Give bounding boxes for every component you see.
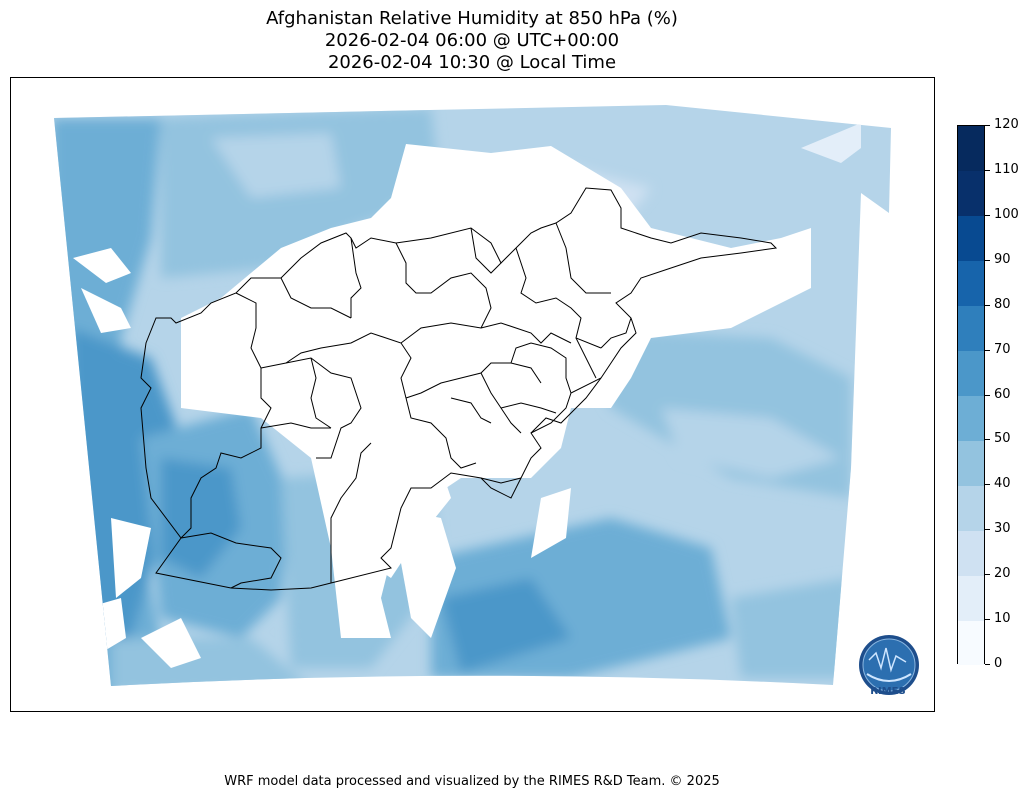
rimes-logo-label: RIMES: [855, 632, 921, 702]
colorbar-segment: [958, 170, 984, 217]
colorbar-segment: [958, 350, 984, 396]
colorbar-tick-label: 60: [994, 387, 1011, 402]
colorbar-tick-label: 20: [994, 566, 1011, 581]
colorbar-tick-label: 120: [994, 117, 1019, 132]
colorbar-segment: [958, 260, 984, 307]
colorbar-segment: [958, 126, 984, 172]
map-panel: [10, 77, 935, 712]
humidity-map: [54, 105, 919, 695]
colorbar-segment: [958, 530, 984, 576]
local-time: 2026-02-04 10:30 @ Local Time: [327, 52, 617, 73]
logo-text: RIMES: [870, 686, 906, 697]
colorbar-tick: [985, 439, 990, 440]
colorbar-tick-label: 10: [994, 611, 1011, 626]
colorbar-segment: [958, 395, 984, 441]
colorbar-tick: [985, 574, 990, 575]
colorbar-tick-label: 100: [994, 207, 1019, 222]
colorbar-tick: [985, 664, 990, 665]
colorbar-segment: [958, 575, 984, 621]
rimes-logo: [859, 635, 919, 695]
utc-time: 2026-02-04 06:00 @ UTC+00:00: [324, 30, 620, 51]
colorbar-tick: [985, 215, 990, 216]
colorbar-tick: [985, 484, 990, 485]
colorbar-segment: [958, 485, 984, 531]
colorbar-tick: [985, 305, 990, 306]
colorbar-tick: [985, 170, 990, 171]
humidity-field: [54, 105, 891, 686]
colorbar-tick-label: 80: [994, 297, 1011, 312]
colorbar-tick-label: 50: [994, 431, 1011, 446]
colorbar-segment: [958, 440, 984, 486]
colorbar-tick-label: 90: [994, 252, 1011, 267]
map-title: Afghanistan Relative Humidity at 850 hPa…: [266, 8, 678, 29]
footer-credit: WRF model data processed and visualized …: [224, 774, 720, 789]
colorbar-tick-label: 30: [994, 521, 1011, 536]
colorbar-tick-label: 0: [994, 656, 1003, 671]
colorbar-segment: [958, 620, 984, 666]
province-boundaries: [140, 187, 778, 591]
colorbar-tick: [985, 395, 990, 396]
colorbar-tick: [985, 350, 990, 351]
colorbar-tick: [985, 529, 990, 530]
colorbar-tick-label: 40: [994, 476, 1011, 491]
colorbar-tick-label: 70: [994, 342, 1011, 357]
colorbar: [957, 125, 985, 666]
colorbar-segment: [958, 305, 984, 352]
colorbar-segment: [958, 215, 984, 262]
colorbar-tick-label: 110: [994, 162, 1019, 177]
colorbar-tick: [985, 619, 990, 620]
colorbar-tick: [985, 260, 990, 261]
colorbar-tick: [985, 125, 990, 126]
